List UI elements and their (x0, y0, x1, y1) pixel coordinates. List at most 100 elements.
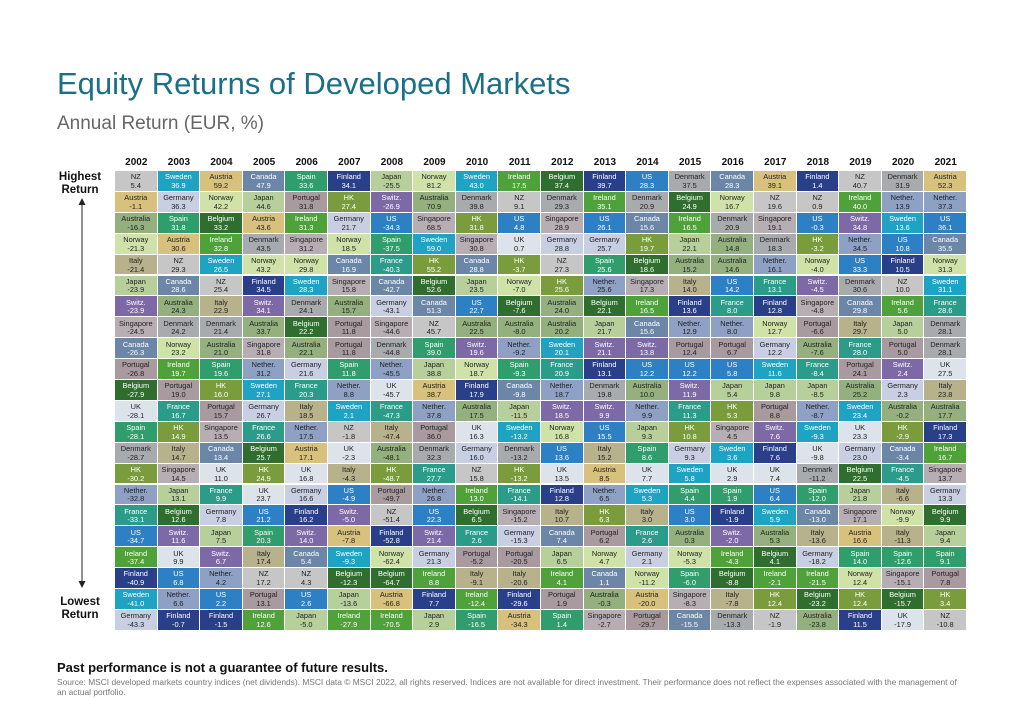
return-cell: Canada -15.5 (668, 609, 711, 630)
cell-value: -11.3 (894, 536, 911, 546)
cell-country: Ireland (252, 611, 275, 621)
return-cell: Japan 9.3 (626, 421, 668, 442)
return-cell: Portugal 13.1 (242, 589, 285, 609)
return-cell: US 22.3 (413, 505, 455, 526)
cell-value: 2.1 (343, 410, 354, 420)
return-cell: NZ 17.2 (242, 568, 285, 588)
return-cell: Belgium 9.9 (924, 505, 966, 526)
return-cell: Italy 10.7 (541, 505, 583, 526)
return-cell: Norway -7.0 (498, 275, 540, 296)
cell-country: Belgium (633, 255, 661, 265)
return-cell: HK 12.4 (754, 589, 796, 609)
return-cell: Spain 20.3 (242, 526, 285, 547)
return-cell: Denmark 43.5 (242, 233, 285, 254)
return-cell: Australia 10.0 (626, 380, 668, 400)
cell-country: Portugal (803, 318, 832, 328)
cell-value: -11.2 (638, 578, 656, 588)
return-cell: Sweden 23.4 (839, 400, 881, 421)
cell-value: 18.7 (554, 389, 569, 399)
cell-value: -28.1 (127, 431, 145, 441)
cell-country: Germany (887, 381, 918, 391)
cell-country: Spain (807, 485, 827, 495)
cell-country: Finland (421, 590, 447, 600)
return-cell: Spain -28.1 (115, 421, 157, 442)
return-cell: UK 0.7 (498, 233, 540, 254)
return-cell: Singapore 17.3 (626, 275, 668, 296)
return-cell: US 3.0 (668, 505, 711, 526)
return-cell: France 28.0 (839, 338, 881, 359)
cell-country: Singapore (672, 590, 707, 600)
cell-value: 17.7 (937, 410, 953, 420)
cell-country: US (386, 214, 397, 224)
cell-value: 23.3 (852, 431, 868, 441)
cell-value: 6.2 (599, 536, 610, 546)
cell-country: US (514, 214, 525, 224)
cell-value: 14.0 (852, 557, 868, 567)
cell-value: 5.0 (897, 327, 908, 337)
cell-value: -45.7 (382, 389, 400, 399)
year-2020: 2020 (891, 157, 915, 168)
cell-country: Italy (682, 276, 697, 286)
return-cell: Ireland -2.1 (754, 568, 796, 588)
return-cell: Singapore -15.2 (498, 505, 540, 526)
cell-value: -0.7 (172, 619, 185, 629)
cell-value: 4.2 (215, 578, 227, 588)
cell-country: Australia (377, 444, 406, 454)
chart-subtitle: Annual Return (EUR, %) (57, 113, 264, 134)
return-cell: Canada 15.6 (626, 317, 668, 338)
cell-value: -3.4 (896, 452, 909, 462)
return-cell: France 20.3 (285, 380, 327, 400)
return-cell: UK 16.3 (455, 421, 498, 442)
cell-value: -66.8 (382, 598, 400, 608)
cell-country: Switz. (211, 548, 231, 558)
cell-country: France (294, 381, 318, 391)
cell-country: Singapore (630, 276, 664, 286)
cell-value: 52.3 (937, 180, 953, 190)
cell-value: 17.1 (298, 452, 314, 462)
cell-country: HK (386, 464, 397, 474)
cell-value: -11.2 (809, 473, 826, 483)
return-cell: Austria 52.3 (924, 171, 966, 191)
cell-value: -7.6 (512, 306, 526, 316)
cell-country: Nether. (933, 193, 958, 203)
cell-value: -12.3 (340, 578, 358, 588)
cell-value: 9.9 (215, 494, 227, 504)
cell-country: Canada (889, 444, 916, 454)
return-cell: Germany 23.0 (839, 442, 881, 463)
cell-country: Nether. (890, 193, 915, 203)
cell-value: 59.0 (426, 243, 442, 253)
return-cell: Portugal -5.2 (455, 547, 498, 568)
return-cell: NZ 15.8 (455, 463, 498, 484)
cell-value: 1.9 (727, 494, 738, 504)
cell-country: Spain (637, 444, 657, 454)
cell-country: Singapore (587, 611, 622, 621)
cell-country: Japan (381, 172, 402, 182)
cell-value: 17.3 (937, 431, 953, 441)
return-cell: Australia 17.5 (455, 400, 498, 421)
return-cell: US -34.7 (115, 526, 157, 547)
cell-country: Singapore (331, 276, 366, 286)
cell-country: Finland (933, 423, 958, 433)
cell-country: Spain (168, 214, 188, 224)
cell-country: Sweden (931, 276, 959, 286)
cell-value: 30.8 (469, 243, 484, 253)
cell-country: Ireland (593, 193, 616, 203)
return-cell: Nether. 17.5 (285, 421, 327, 442)
return-cell: NZ 5.4 (115, 171, 157, 191)
return-cell: France -40.3 (370, 254, 413, 275)
cell-value: 20.3 (298, 389, 314, 399)
year-2015: 2015 (678, 157, 702, 168)
return-cell: Nether. 13.9 (881, 191, 924, 212)
cell-country: Denmark (674, 172, 705, 182)
cell-country: UK (854, 423, 866, 433)
return-cell: Norway -9.9 (881, 505, 924, 526)
cell-value: -8.7 (811, 410, 824, 420)
cell-value: 4.5 (727, 431, 738, 441)
year-2007: 2007 (338, 157, 361, 168)
cell-country: Belgium (292, 318, 320, 328)
return-cell: Switz. -23.9 (115, 296, 157, 317)
cell-country: NZ (556, 255, 567, 265)
return-cell: Germany 28.8 (541, 233, 583, 254)
cell-value: -29.7 (638, 619, 656, 629)
cell-value: 16.8 (554, 431, 569, 441)
